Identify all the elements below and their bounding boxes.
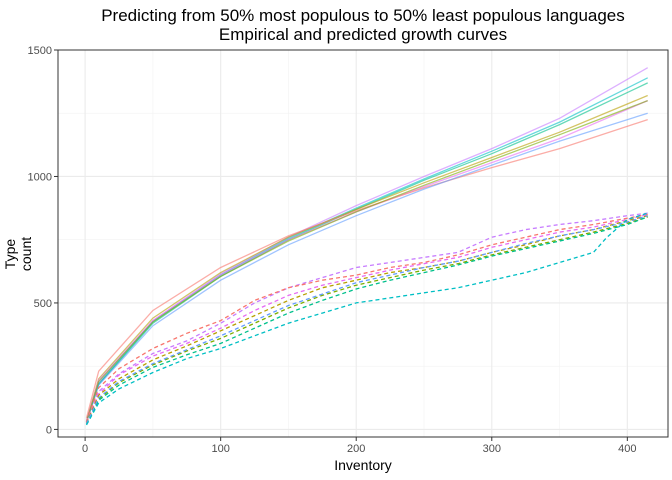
- x-tick-label: 100: [211, 443, 229, 455]
- series-layer: [85, 67, 649, 426]
- empirical-growth-curve: [85, 215, 648, 425]
- y-tick-label: 1000: [28, 171, 52, 183]
- y-axis-label: Type count: [2, 236, 34, 272]
- predicted-growth-curve: [85, 118, 648, 419]
- empirical-growth-curve: [85, 212, 648, 424]
- x-tick-label: 400: [618, 443, 636, 455]
- chart-subtitle: Empirical and predicted growth curves: [218, 25, 508, 44]
- empirical-growth-curve: [85, 212, 648, 426]
- predicted-growth-curve: [85, 112, 648, 423]
- chart-title: Predicting from 50% most populous to 50%…: [101, 6, 625, 25]
- y-tick-label: 0: [46, 424, 52, 436]
- empirical-growth-curve: [85, 216, 648, 425]
- empirical-growth-curve: [85, 213, 648, 423]
- x-tick-label: 0: [82, 443, 88, 455]
- y-tick-label: 500: [34, 298, 52, 310]
- x-axis-label: Inventory: [334, 457, 392, 473]
- empirical-growth-curve: [85, 216, 648, 425]
- axis-layer: 0 100 200 300 400 0 500 1000 1500: [28, 45, 669, 455]
- x-tick-label: 200: [347, 443, 365, 455]
- x-tick-label: 300: [483, 443, 501, 455]
- predicted-growth-curve: [85, 99, 648, 422]
- panel-border: [57, 49, 669, 438]
- y-tick-label: 1500: [28, 45, 52, 57]
- predicted-growth-curve: [85, 82, 648, 423]
